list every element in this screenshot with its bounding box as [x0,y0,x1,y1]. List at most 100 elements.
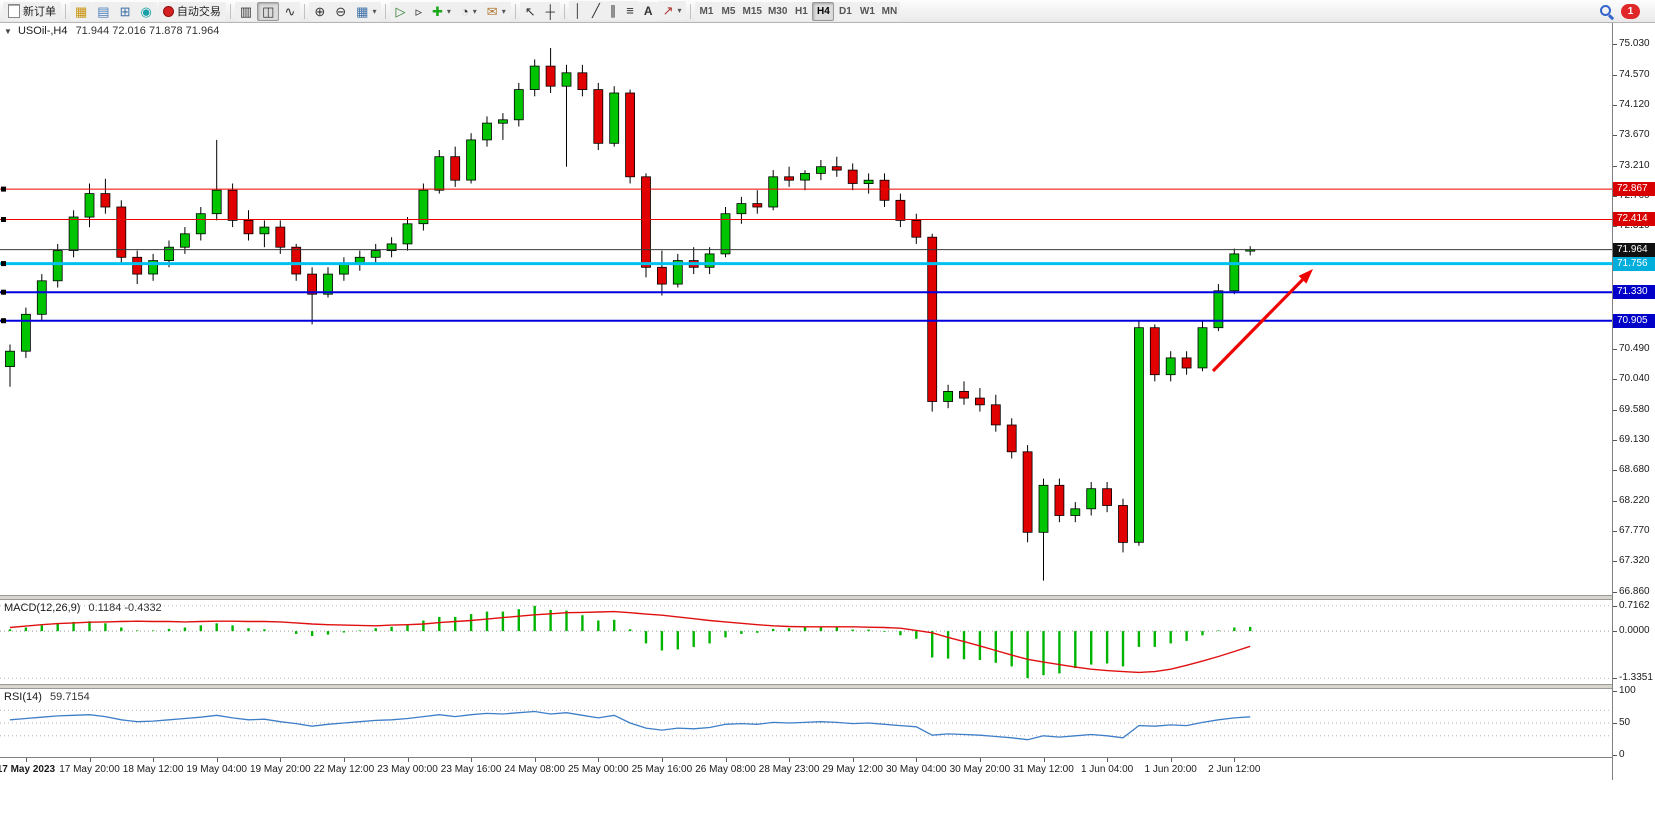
hline-71.330 [0,289,1612,295]
periods-button[interactable]: ◔ ▾ [455,1,482,21]
macd-histogram [8,605,1252,679]
timeframe-m5-button[interactable]: M5 [717,2,740,21]
line-chart-button[interactable]: ∿ [279,1,301,21]
zoom-in-button[interactable]: ⊕ [309,1,331,21]
add-indicator-icon: ✚ [432,3,443,19]
notification-badge[interactable]: 1 [1621,3,1640,19]
time-tick [25,758,27,762]
price-badge-70.905: 70.905 [1613,313,1655,328]
time-axis-label: 31 May 12:00 [1013,764,1074,775]
price-scale[interactable]: 75.03074.57074.12073.67073.21072.76072.3… [1613,23,1655,780]
market-watch-button[interactable]: ⊞ [114,1,136,21]
rsi-pane: RSI(14) 59.7154 [0,689,1612,757]
bar-chart-button[interactable]: ▥ [234,1,258,21]
trendline-button[interactable]: ╱ [586,1,605,21]
new-order-label: 新订单 [23,6,56,18]
add-indicator-button[interactable]: ✚ ▾ [427,1,456,21]
hline-72.414 [0,217,1612,222]
candlestick-chart-button[interactable]: ◫ [257,1,280,21]
time-axis-label: 23 May 16:00 [440,764,502,775]
equidistant-channel-button[interactable]: ∥ [604,1,622,21]
chevron-down-icon: ▾ [446,6,451,16]
tile-windows-button[interactable]: ▦ ▾ [351,1,382,21]
chart-shift-button[interactable]: ▹ [410,1,427,21]
timeframe-h4-button[interactable]: H4 [812,2,835,21]
macd-values: 0.1184 -0.4332 [88,602,162,614]
time-axis-label: 24 May 08:00 [504,764,565,775]
macd-title: MACD(12,26,9) [4,602,81,614]
zoom-out-button[interactable]: ⊖ [330,1,352,21]
price-axis-label: 68.680 [1613,464,1655,476]
rsi-title-row: RSI(14) 59.7154 [4,691,90,703]
price-axis-label: 67.320 [1613,555,1655,567]
macd-canvas[interactable] [0,600,1612,684]
time-tick [1234,758,1236,762]
candles [5,48,1256,581]
chevron-down-icon: ▾ [677,6,682,16]
time-axis[interactable]: 17 May 2023 17 May 20:00 18 May 12:00 19 Ma… [0,757,1612,780]
search-icon[interactable] [1599,4,1614,19]
timeframe-w1-button[interactable]: W1 [856,2,879,21]
time-tick [1170,758,1172,762]
rsi-value: 59.7154 [49,691,90,703]
templates-button[interactable]: ✉ ▾ [481,1,511,21]
candlestick-chart-icon: ◫ [262,3,275,19]
time-tick [216,758,218,762]
time-axis-label: 25 May 00:00 [567,764,629,775]
pane-splitter[interactable] [0,595,1612,600]
chevron-down-icon: ▾ [472,6,477,16]
hline-72.867 [0,186,1612,192]
timeframe-m1-button[interactable]: M1 [695,2,718,21]
toolbar-separator [514,3,516,19]
charts-button[interactable]: ▦ [70,1,93,21]
collapse-icon[interactable]: ▼ [4,27,12,36]
price-axis-label: 74.120 [1613,99,1655,111]
time-tick [343,758,345,762]
equidistant-channel-icon: ∥ [609,3,617,19]
chart-title: ▼ USOil-,H4 71.944 72.016 71.878 71.964 [4,25,219,37]
text-label-button[interactable]: A [638,1,658,21]
timeframe-mn-button[interactable]: MN [878,2,901,21]
toolbar-separator [229,3,231,19]
time-axis-label: 25 May 16:00 [631,764,693,775]
time-axis-label: 17 May 20:00 [59,764,120,775]
cursor-icon: ↖ [524,3,536,19]
time-axis-label: 30 May 04:00 [885,764,947,775]
time-tick [89,758,91,762]
autotrading-button[interactable]: 自动交易 [157,1,226,21]
rsi-axis-label: 100 [1613,685,1655,697]
new-order-button[interactable]: 新订单 [3,1,61,21]
price-axis-label: 69.580 [1613,404,1655,416]
pane-splitter[interactable] [0,684,1612,689]
rsi-line [9,710,1251,741]
timeframe-m30-button[interactable]: M30 [764,2,791,21]
auto-scroll-button[interactable]: ▷ [390,1,411,21]
toolbar-separator [65,3,66,19]
macd-axis-label: -1.3351 [1613,672,1655,684]
crosshair-button[interactable]: ┼ [540,1,560,21]
auto-scroll-icon: ▷ [395,3,406,19]
time-axis-label: 26 May 08:00 [695,764,756,775]
quote-values: 71.944 72.016 71.878 71.964 [75,25,220,37]
mql5-icon: ◉ [140,3,152,19]
templates-icon: ✉ [486,3,498,19]
main-chart-canvas[interactable] [0,23,1612,595]
time-axis-label: 30 May 20:00 [949,764,1011,775]
price-badge-72.414: 72.414 [1613,212,1655,227]
price-axis-label: 68.220 [1613,495,1655,507]
bar-chart-icon: ▥ [239,3,253,19]
cursor-button[interactable]: ↖ [519,1,541,21]
hline-71.756 [0,261,1612,267]
macd-axis-label: 0.7162 [1613,600,1655,612]
fibonacci-button[interactable]: ≡ [621,1,639,21]
zoom-out-icon: ⊖ [335,3,347,19]
timeframe-d1-button[interactable]: D1 [834,2,857,21]
timeframe-m15-button[interactable]: M15 [739,2,765,21]
chart-workspace: ▼ USOil-,H4 71.944 72.016 71.878 71.964 … [0,23,1655,780]
vertical-line-button[interactable]: │ [568,1,587,21]
rsi-canvas[interactable] [0,689,1612,757]
timeframe-h1-button[interactable]: H1 [790,2,813,21]
arrows-button[interactable]: ↗ ▾ [657,1,687,21]
data-window-button[interactable]: ▤ [92,1,115,21]
mql5-button[interactable]: ◉ [135,1,157,21]
